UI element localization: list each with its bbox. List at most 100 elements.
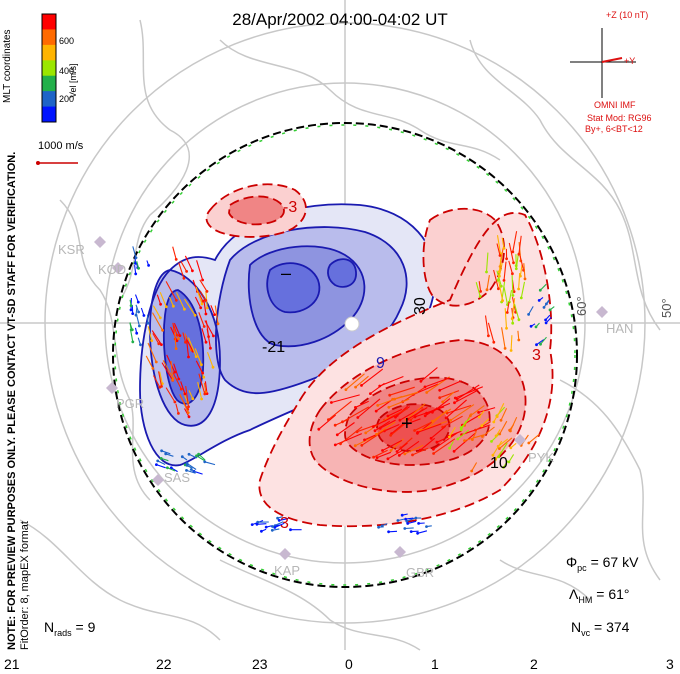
velocity-vector	[453, 432, 476, 452]
vector-origin	[185, 462, 189, 465]
velocity-vector	[361, 368, 384, 386]
velocity-vector	[185, 335, 190, 358]
vector-origin	[174, 258, 178, 261]
velocity-vector	[481, 418, 490, 427]
velocity-vector	[460, 420, 467, 431]
vector-origin	[416, 531, 419, 535]
imf-source: OMNI IMF	[594, 100, 636, 110]
vector-origin	[527, 441, 531, 445]
vector-origin	[386, 457, 390, 461]
velocity-vector	[390, 423, 406, 436]
vector-origin	[186, 411, 190, 415]
vector-origin	[158, 385, 162, 389]
vector-origin	[514, 267, 518, 271]
vector-origin	[411, 453, 414, 457]
velocity-vector	[392, 393, 414, 400]
velocity-vector	[539, 283, 547, 291]
vector-origin	[177, 412, 180, 415]
velocity-vector	[210, 305, 216, 315]
vector-origin	[529, 324, 533, 328]
vector-origin	[146, 321, 150, 325]
vector-origin	[405, 519, 409, 523]
vector-origin	[387, 405, 391, 409]
velocity-vector	[145, 355, 154, 369]
pole-marker	[344, 316, 360, 332]
velocity-vector	[412, 447, 429, 456]
preview-note: NOTE: FOR PREVIEW PURPOSES ONLY. PLEASE …	[6, 151, 18, 650]
vector-origin	[376, 404, 380, 407]
vector-origin	[387, 530, 390, 534]
velocity-vector	[161, 450, 171, 455]
vector-origin	[147, 264, 151, 267]
vector-origin	[136, 300, 140, 304]
velocity-vector	[492, 440, 503, 456]
vector-origin	[178, 334, 182, 337]
mlt-tick-0: 0	[345, 656, 353, 672]
velocity-vector	[136, 314, 140, 327]
velocity-vector	[404, 527, 414, 530]
vector-origin	[151, 367, 155, 370]
vector-origin	[200, 302, 204, 306]
velocity-vector	[272, 521, 284, 528]
velocity-vector	[374, 420, 391, 432]
velocity-vector	[464, 434, 485, 442]
station-kod: KOD	[98, 262, 127, 277]
velocity-vector	[156, 464, 166, 469]
contour-label: 3	[532, 347, 541, 364]
velocity-vector	[424, 377, 450, 388]
velocity-vector	[184, 255, 193, 272]
velocity-vector	[446, 404, 472, 414]
hm-boundary-green	[114, 124, 576, 586]
vector-origin	[389, 449, 393, 452]
velocity-vector	[518, 272, 521, 290]
velocity-vector	[482, 426, 495, 437]
velocity-vector	[520, 281, 526, 299]
vector-origin	[205, 290, 209, 293]
vector-origin	[187, 415, 191, 419]
velocity-vectors	[129, 231, 555, 535]
vector-origin	[161, 328, 165, 332]
vector-origin	[193, 313, 197, 317]
velocity-vector	[197, 381, 203, 400]
velocity-vector	[376, 451, 391, 459]
colorbar-tick: 200	[59, 94, 75, 104]
vector-origin	[497, 455, 500, 459]
velocity-vector	[373, 449, 388, 458]
velocity-vector	[436, 432, 458, 443]
vector-origin	[273, 526, 277, 529]
velocity-vector	[357, 398, 381, 418]
vector-origin	[487, 334, 490, 338]
velocity-vector	[419, 437, 436, 451]
velocity-vector	[487, 322, 495, 343]
vector-origin	[364, 431, 368, 435]
velocity-vector	[188, 453, 198, 459]
velocity-vector	[509, 416, 518, 432]
velocity-vector	[135, 306, 138, 316]
vector-origin	[492, 420, 496, 424]
velocity-vector	[172, 246, 177, 260]
vector-origin	[423, 385, 427, 389]
velocity-vector	[540, 336, 547, 345]
vector-origin	[131, 312, 135, 315]
vector-origin	[333, 443, 337, 447]
vector-origin	[474, 428, 477, 432]
vector-origin	[276, 516, 279, 520]
station-pgr: PGR	[116, 396, 145, 411]
velocity-vector	[256, 523, 267, 525]
velocity-vector	[199, 290, 207, 301]
colorbar-segment	[42, 91, 56, 108]
velocity-vector	[389, 386, 415, 396]
velocity-vector	[152, 333, 160, 345]
vector-origin	[159, 457, 163, 460]
velocity-vector	[448, 426, 456, 438]
map-title: 28/Apr/2002 04:00-04:02 UT	[232, 10, 448, 29]
vector-origin	[211, 365, 215, 369]
vector-origin	[397, 454, 401, 457]
velocity-vector	[340, 426, 363, 445]
velocity-vector	[426, 409, 448, 429]
velocity-vector	[519, 263, 523, 277]
velocity-vector	[536, 339, 545, 346]
velocity-vector	[187, 337, 197, 357]
vector-origin	[514, 264, 518, 268]
